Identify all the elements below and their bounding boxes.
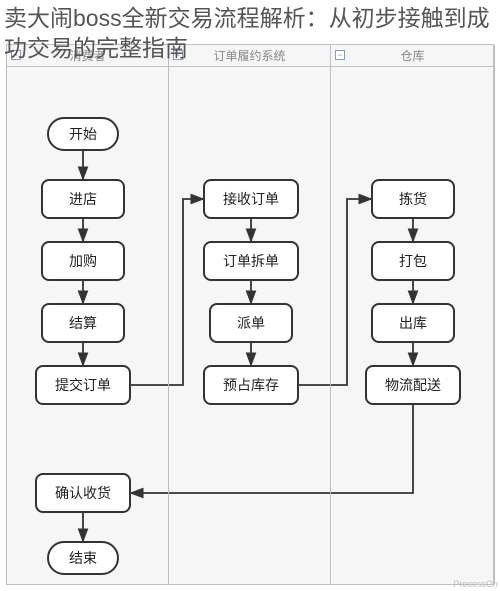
node-confirm: 确认收货 xyxy=(35,473,131,513)
node-ship: 物流配送 xyxy=(365,365,461,405)
node-start: 开始 xyxy=(47,117,119,151)
swimlane-container: −消费者−订单履约系统−仓库开始进店加购结算提交订单确认收货结束接收订单订单拆单… xyxy=(6,44,494,585)
node-checkout: 结算 xyxy=(41,303,125,343)
node-receive: 接收订单 xyxy=(203,179,299,219)
node-dispatch: 派单 xyxy=(209,303,293,343)
node-outbound: 出库 xyxy=(371,303,455,343)
node-reserve: 预占库存 xyxy=(203,365,299,405)
page-title: 卖大闹boss全新交易流程解析：从初步接触到成功交易的完整指南 xyxy=(4,4,496,64)
node-addcart: 加购 xyxy=(41,241,125,281)
node-split: 订单拆单 xyxy=(203,241,299,281)
watermark: ProcessOn xyxy=(453,579,498,589)
node-pick: 拣货 xyxy=(371,179,455,219)
node-enter: 进店 xyxy=(41,179,125,219)
node-pack: 打包 xyxy=(371,241,455,281)
node-submit: 提交订单 xyxy=(35,365,131,405)
node-end: 结束 xyxy=(47,541,119,575)
